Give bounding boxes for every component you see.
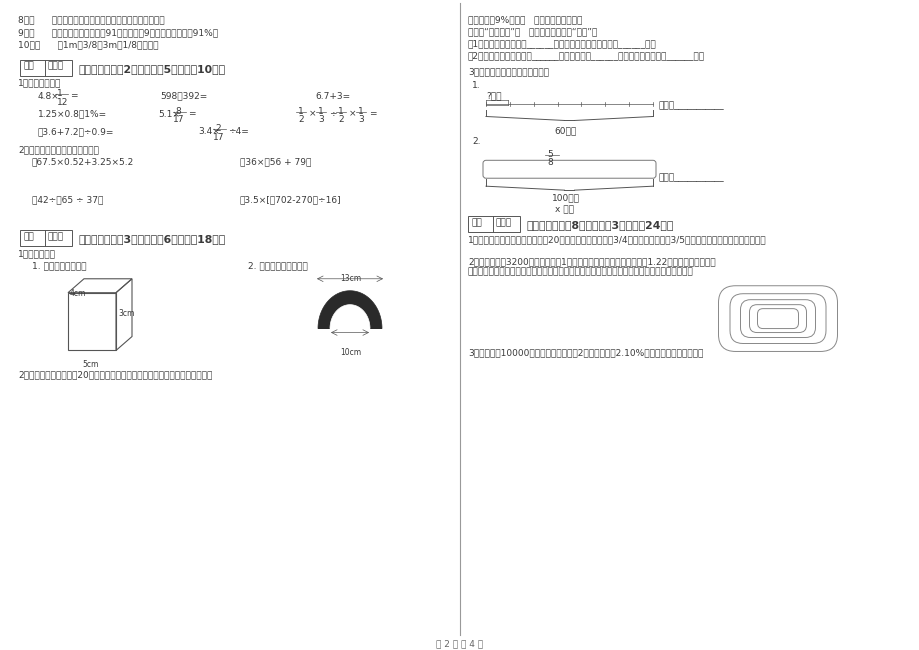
Text: 60千克: 60千克 <box>554 127 576 135</box>
Text: 列式：___________: 列式：___________ <box>658 174 724 182</box>
Text: 5: 5 <box>547 150 552 159</box>
Text: 列式：___________: 列式：___________ <box>658 101 724 111</box>
Text: 1: 1 <box>57 88 62 98</box>
Text: 67.5×0.52+3.25×5.2: 67.5×0.52+3.25×5.2 <box>32 157 134 166</box>
Text: 丙店：“买十送一”。   丁店：买够百元打“八折”。: 丙店：“买十送一”。 丁店：买够百元打“八折”。 <box>468 27 596 36</box>
Text: 5.1×: 5.1× <box>158 109 180 118</box>
Text: 8．（      ）折线统计图更容易看出数量增减变化的情况。: 8．（ ）折线统计图更容易看出数量增减变化的情况。 <box>18 15 165 24</box>
Text: 6.7+3=: 6.7+3= <box>314 92 350 101</box>
Text: 2: 2 <box>337 116 344 125</box>
Text: 36×（56 + 79）: 36×（56 + 79） <box>240 157 311 166</box>
Text: 1、看图计算。: 1、看图计算。 <box>18 249 56 258</box>
Text: 2、某运动场的3200米距道如图（1）所示，弯道为半圆形，距道宽为1.22米，两名运动员沿各: 2、某运动场的3200米距道如图（1）所示，弯道为半圆形，距道宽为1.22米，两… <box>468 257 715 266</box>
Text: （2）如果买的多，最好到______商店，因为买______个以上，每个单价是______元。: （2）如果买的多，最好到______商店，因为买______个以上，每个单价是_… <box>468 51 704 60</box>
Polygon shape <box>330 305 369 328</box>
Text: 1、商店运来一些水果，运来苹果20筐，梨的筐数是苹果的3/4，同时又是橘子的3/5，运来橘子多少筐？（用方程解）: 1、商店运来一些水果，运来苹果20筐，梨的筐数是苹果的3/4，同时又是橘子的3/… <box>468 235 766 244</box>
Text: =: = <box>187 109 196 118</box>
Text: =: = <box>369 109 376 118</box>
Text: 1. 求表面积和体积。: 1. 求表面积和体积。 <box>32 261 86 270</box>
Text: 4.8×: 4.8× <box>38 92 60 101</box>
Text: 2、脱式计算，能简算的要简算。: 2、脱式计算，能简算的要简算。 <box>18 146 98 154</box>
Text: 评卷人: 评卷人 <box>48 62 64 71</box>
Text: 2、某种商品，原定价为20元，甲、乙、丙、丁四个商店以不同的销售方促销。: 2、某种商品，原定价为20元，甲、乙、丙、丁四个商店以不同的销售方促销。 <box>18 370 212 380</box>
Text: 评卷人: 评卷人 <box>48 232 64 241</box>
Text: 10cm: 10cm <box>340 348 361 358</box>
Text: 17: 17 <box>213 133 224 142</box>
Polygon shape <box>318 291 381 328</box>
Text: 3: 3 <box>318 116 323 125</box>
Text: ×: × <box>309 109 316 118</box>
Text: =: = <box>70 92 77 101</box>
Text: 1.: 1. <box>471 81 480 90</box>
Text: 五、综合题（共3小题，每题6分，共计18分）: 五、综合题（共3小题，每题6分，共计18分） <box>78 234 225 244</box>
Text: 自距道赛距一周，为使二人距离相等，应让外距道的运动员面积多少米？（得数保留两位小数）: 自距道赛距一周，为使二人距离相等，应让外距道的运动员面积多少米？（得数保留两位小… <box>468 268 693 277</box>
Text: 3.4×: 3.4× <box>198 127 220 136</box>
FancyBboxPatch shape <box>482 161 655 178</box>
Text: 第 2 页 共 4 页: 第 2 页 共 4 页 <box>436 639 483 648</box>
Text: ×: × <box>348 109 357 118</box>
Text: 甲店：降件9%出售。   乙店：打九折出售。: 甲店：降件9%出售。 乙店：打九折出售。 <box>468 15 582 24</box>
Text: 1、直接写得数。: 1、直接写得数。 <box>18 79 62 88</box>
Text: 得分: 得分 <box>24 232 35 241</box>
Text: （1）如果只买一个，到______商店比较便宜，每个单价是______元。: （1）如果只买一个，到______商店比较便宜，每个单价是______元。 <box>468 39 656 48</box>
Text: 1: 1 <box>357 107 363 116</box>
Text: 得分: 得分 <box>471 218 482 227</box>
Text: 100千米: 100千米 <box>550 193 579 202</box>
Text: 5cm: 5cm <box>82 360 98 369</box>
Text: 3: 3 <box>357 116 363 125</box>
Text: 六、应用题（共8小题，每题3分，共计24分）: 六、应用题（共8小题，每题3分，共计24分） <box>526 220 673 230</box>
Text: 得分: 得分 <box>24 62 35 71</box>
Text: ?千克: ?千克 <box>485 92 501 101</box>
FancyBboxPatch shape <box>468 216 519 232</box>
Text: 42÷（65 ÷ 37）: 42÷（65 ÷ 37） <box>32 195 103 204</box>
Text: 2. 求阴影部分的面积。: 2. 求阴影部分的面积。 <box>248 261 308 270</box>
Text: 3.5×[（702-270）÷16]: 3.5×[（702-270）÷16] <box>240 195 341 204</box>
FancyBboxPatch shape <box>20 60 72 75</box>
Text: x 千米: x 千米 <box>555 205 573 214</box>
Text: 四、计算题（共2小题，每题5分，共计10分）: 四、计算题（共2小题，每题5分，共计10分） <box>78 64 225 73</box>
Text: 3．看图列算式或方程，不计算：: 3．看图列算式或方程，不计算： <box>468 68 549 77</box>
Text: 1: 1 <box>318 107 323 116</box>
Text: 10．（      ）1m的3/8和3m的1/8一样长。: 10．（ ）1m的3/8和3m的1/8一样长。 <box>18 41 158 50</box>
Text: 598－392=: 598－392= <box>160 92 207 101</box>
Text: 2: 2 <box>215 124 221 133</box>
Text: 12: 12 <box>57 98 68 107</box>
Text: 17: 17 <box>173 116 185 125</box>
Text: 1: 1 <box>298 107 303 116</box>
Text: （3.6+7.2）÷0.9=: （3.6+7.2）÷0.9= <box>38 127 114 136</box>
Text: 2.: 2. <box>471 137 480 146</box>
Text: 1: 1 <box>337 107 344 116</box>
Text: 8: 8 <box>547 159 552 167</box>
Text: 1.25×0.8－1%=: 1.25×0.8－1%= <box>38 109 107 118</box>
FancyBboxPatch shape <box>20 230 72 246</box>
Text: 3、张师傅把10000元錢存入銀行，定期2年，年利率为2.10%，到期后可取回多少元？: 3、张师傅把10000元錢存入銀行，定期2年，年利率为2.10%，到期后可取回多… <box>468 348 703 358</box>
Text: ÷4=: ÷4= <box>228 127 248 136</box>
Text: 评卷人: 评卷人 <box>495 218 512 227</box>
Text: 13cm: 13cm <box>340 274 361 283</box>
Text: 4cm: 4cm <box>70 289 86 298</box>
Text: 2: 2 <box>298 116 303 125</box>
Text: 3cm: 3cm <box>118 309 134 318</box>
Text: ÷: ÷ <box>329 109 336 118</box>
Text: 8: 8 <box>175 107 180 116</box>
Text: 9．（      ）六年级同学春季植椓91棵，其中有9棵没活，成活率是91%。: 9．（ ）六年级同学春季植椓91棵，其中有9棵没活，成活率是91%。 <box>18 28 218 37</box>
